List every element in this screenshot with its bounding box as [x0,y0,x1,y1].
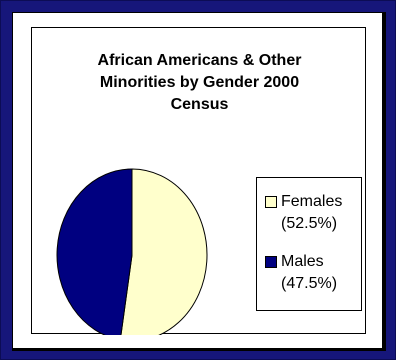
legend: Females (52.5%) Males (47.5%) [256,177,362,311]
pie-slice-males [56,168,133,335]
legend-swatch-females [265,196,277,208]
chart-area: African Americans & Other Minorities by … [12,12,386,351]
chart-title-line-2: Minorities by Gender 2000 [99,74,300,91]
chart-plot-area: African Americans & Other Minorities by … [31,27,367,335]
legend-percent-females: (52.5%) [281,215,338,232]
legend-label-males: Males [281,253,324,270]
pie-chart [56,168,208,335]
legend-percent-males: (47.5%) [281,275,338,292]
pie-slice-females [120,168,208,335]
chart-title-line-3: Census [170,96,229,113]
chart-title-line-1: African Americans & Other [97,52,302,69]
legend-swatch-males [265,256,277,268]
chart-title: African Americans & Other Minorities by … [32,50,367,116]
legend-label-females: Females [281,193,343,210]
